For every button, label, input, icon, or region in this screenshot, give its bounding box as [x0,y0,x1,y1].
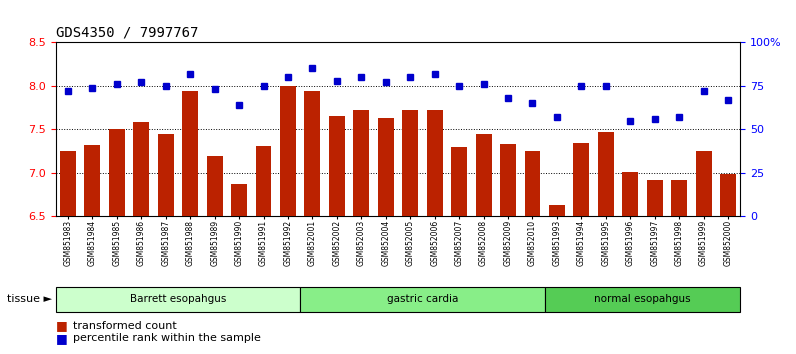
Bar [300,287,544,312]
Bar [402,110,418,216]
Bar [60,151,76,216]
Bar [525,151,540,216]
Bar [671,179,687,216]
Bar [56,287,300,312]
Text: ■: ■ [56,319,68,332]
Bar [84,145,100,216]
Bar [134,122,149,216]
Bar [256,146,271,216]
Text: Barrett esopahgus: Barrett esopahgus [130,294,226,304]
Text: GDS4350 / 7997767: GDS4350 / 7997767 [56,26,198,40]
Bar [427,110,443,216]
Bar [451,147,467,216]
Bar [378,118,394,216]
Bar [182,91,198,216]
Bar [647,181,662,216]
Bar [500,144,516,216]
Text: normal esopahgus: normal esopahgus [594,294,691,304]
Bar [109,129,125,216]
Bar [231,184,247,216]
Bar [696,151,712,216]
Bar [598,132,614,216]
Bar [329,116,345,216]
Bar [549,205,565,216]
Bar [353,110,369,216]
Bar [573,143,589,216]
Text: tissue ►: tissue ► [6,294,52,304]
Bar [280,86,296,216]
Text: transformed count: transformed count [73,321,177,331]
Bar [158,135,174,216]
Bar [544,287,740,312]
Bar [720,174,736,216]
Text: percentile rank within the sample: percentile rank within the sample [73,333,261,343]
Bar [207,156,223,216]
Text: ■: ■ [56,332,68,344]
Text: gastric cardia: gastric cardia [387,294,458,304]
Bar [622,172,638,216]
Bar [476,135,491,216]
Bar [305,91,320,216]
